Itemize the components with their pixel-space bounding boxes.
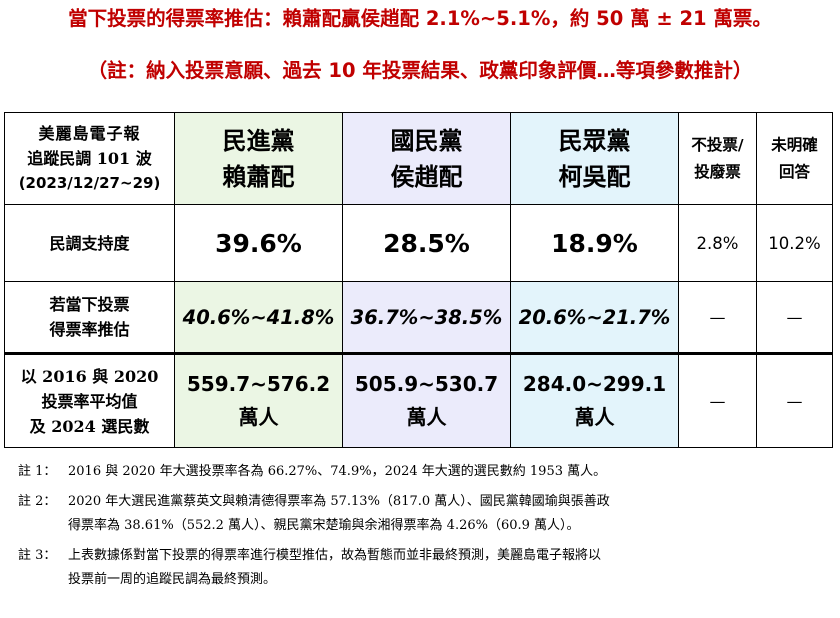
votes-value: 284.0~299.1	[522, 372, 667, 396]
ticket-name: 侯趙配	[390, 162, 463, 191]
footnote-tag: 註 3：	[18, 548, 57, 563]
footnote-line: 投票前一周的追蹤民調為最終預測。	[68, 572, 277, 587]
votes-unit: 萬人	[238, 405, 279, 429]
footnotes: 註 1： 2016 與 2020 年大選投票率各為 66.27%、74.9%，2…	[18, 460, 828, 598]
ticket-name: 柯吳配	[558, 162, 631, 191]
header-undecided: 未明確 回答	[756, 112, 833, 205]
footnote-body: 2020 年大選民進黨蔡英文與賴清德得票率為 57.13%（817.0 萬人）、…	[68, 490, 828, 538]
estimate-undecided: —	[756, 281, 833, 355]
votes-row: 以 2016 與 2020 投票率平均值 及 2024 選民數 559.7~57…	[4, 353, 833, 448]
party-name: 民眾黨	[558, 126, 631, 155]
votes-no-vote: —	[678, 353, 757, 448]
support-no-vote: 2.8%	[678, 204, 757, 282]
header-undecided-line: 未明確	[771, 135, 818, 154]
votes-tpp: 284.0~299.1 萬人	[510, 353, 679, 448]
header-no-vote: 不投票/ 投廢票	[678, 112, 757, 205]
votes-value: 505.9~530.7	[354, 372, 499, 396]
row-label-line: 得票率推估	[49, 320, 130, 339]
estimate-dpp: 40.6%~41.8%	[174, 281, 343, 355]
footnote-tag: 註 1：	[18, 464, 57, 479]
estimate-tpp: 20.6%~21.7%	[510, 281, 679, 355]
row-label-line: 若當下投票	[49, 295, 130, 314]
votes-undecided: —	[756, 353, 833, 448]
row-label: 若當下投票 得票率推估	[4, 281, 175, 355]
party-name: 國民黨	[390, 126, 463, 155]
footnote-2: 註 2： 2020 年大選民進黨蔡英文與賴清德得票率為 57.13%（817.0…	[18, 490, 828, 538]
header-label-line: 美麗島電子報	[38, 124, 141, 143]
footnote-tag: 註 2：	[18, 494, 57, 509]
estimate-no-vote: —	[678, 281, 757, 355]
support-undecided: 10.2%	[756, 204, 833, 282]
support-row: 民調支持度 39.6% 28.5% 18.9% 2.8% 10.2%	[4, 204, 833, 282]
row-label-line: 投票率平均值	[41, 391, 138, 411]
header-row: 美麗島電子報 追蹤民調 101 波 (2023/12/27~29) 民進黨 賴蕭…	[4, 112, 833, 205]
footnote-body: 2016 與 2020 年大選投票率各為 66.27%、74.9%，2024 年…	[68, 460, 828, 484]
estimate-row: 若當下投票 得票率推估 40.6%~41.8% 36.7%~38.5% 20.6…	[4, 281, 833, 355]
footnote-line: 2020 年大選民進黨蔡英文與賴清德得票率為 57.13%（817.0 萬人）、…	[68, 494, 610, 509]
support-dpp: 39.6%	[174, 204, 343, 282]
ticket-name: 賴蕭配	[222, 162, 295, 191]
votes-kmt: 505.9~530.7 萬人	[342, 353, 511, 448]
row-label: 以 2016 與 2020 投票率平均值 及 2024 選民數	[4, 353, 175, 448]
footnote-line: 上表數據係對當下投票的得票率進行模型推估，故為暫態而並非最終預測，美麗島電子報將…	[68, 548, 602, 563]
votes-unit: 萬人	[406, 405, 447, 429]
row-label-line: 以 2016 與 2020	[20, 366, 159, 386]
footnote-body: 上表數據係對當下投票的得票率進行模型推估，故為暫態而並非最終預測，美麗島電子報將…	[68, 544, 828, 592]
header-no-vote-line: 投廢票	[694, 162, 741, 181]
estimate-kmt: 36.7%~38.5%	[342, 281, 511, 355]
votes-value: 559.7~576.2	[186, 372, 331, 396]
row-label-line: 及 2024 選民數	[29, 416, 150, 436]
header-undecided-line: 回答	[778, 162, 810, 181]
header-kmt: 國民黨 侯趙配	[342, 112, 511, 205]
header-label-line: 追蹤民調 101 波	[27, 149, 152, 168]
support-tpp: 18.9%	[510, 204, 679, 282]
poll-table: 美麗島電子報 追蹤民調 101 波 (2023/12/27~29) 民進黨 賴蕭…	[4, 112, 833, 448]
votes-unit: 萬人	[574, 405, 615, 429]
footnote-line: 得票率為 38.61%（552.2 萬人）、親民黨宋楚瑜與余湘得票率為 4.26…	[68, 518, 580, 533]
header-label-cell: 美麗島電子報 追蹤民調 101 波 (2023/12/27~29)	[4, 112, 175, 205]
party-name: 民進黨	[222, 126, 295, 155]
row-label: 民調支持度	[4, 204, 175, 282]
page-title: 當下投票的得票率推估：賴蕭配贏侯趙配 2.1%~5.1%，約 50 萬 ± 21…	[68, 7, 772, 30]
header-no-vote-line: 不投票/	[691, 135, 744, 154]
footnote-line: 2016 與 2020 年大選投票率各為 66.27%、74.9%，2024 年…	[68, 464, 607, 479]
header-tpp: 民眾黨 柯吳配	[510, 112, 679, 205]
footnote-1: 註 1： 2016 與 2020 年大選投票率各為 66.27%、74.9%，2…	[18, 460, 828, 484]
votes-dpp: 559.7~576.2 萬人	[174, 353, 343, 448]
footnote-3: 註 3： 上表數據係對當下投票的得票率進行模型推估，故為暫態而並非最終預測，美麗…	[18, 544, 828, 592]
page-subtitle: （註：納入投票意願、過去 10 年投票結果、政黨印象評價…等項參數推計）	[87, 59, 753, 82]
header-label-line: (2023/12/27~29)	[18, 174, 161, 192]
support-kmt: 28.5%	[342, 204, 511, 282]
header-dpp: 民進黨 賴蕭配	[174, 112, 343, 205]
